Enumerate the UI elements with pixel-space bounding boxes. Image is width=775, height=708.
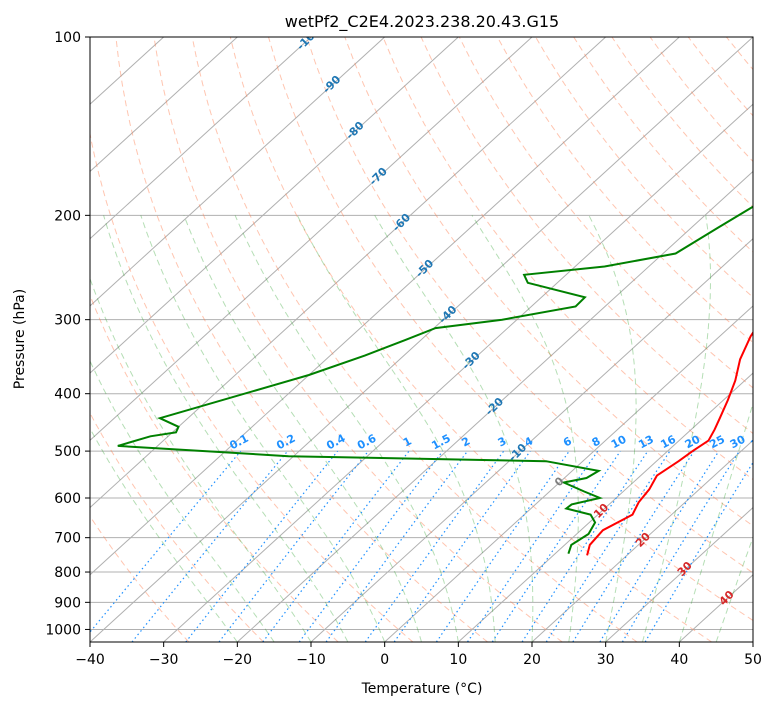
isotherm-gridline [90,37,459,374]
mixing-ratio-line [644,461,753,642]
mixing-ratio-line [466,450,599,642]
dry-adiabat [90,131,414,642]
dry-adiabat [382,37,753,481]
isotherm-gridline [90,37,238,173]
mixing-ratio-line [545,450,671,642]
x-axis-title: Temperature (°C) [361,681,483,697]
moist-adiabat [374,215,534,642]
x-axis: −40 −30 −20 −10 0 10 20 30 40 50 [75,642,762,668]
mixing-ratio-line [131,450,289,642]
dry-adiabat [90,293,339,642]
moist-adiabat [90,359,275,642]
dry-adiabat [344,37,753,527]
dry-adiabat [496,37,753,344]
temperature-profile-line [586,330,753,556]
dry-adiabat [90,515,190,642]
dry-adiabat [115,37,488,642]
moist-adiabat [642,215,711,642]
isotherm-gridline [90,37,753,642]
y-axis: 100 200 300 400 500 600 700 800 900 1000 [45,30,90,638]
y-tick-label: 400 [54,387,81,403]
plot-frame [89,36,754,643]
dry-adiabat [229,37,712,642]
x-tick-label: 40 [670,652,688,668]
isotherm-gridline [90,37,533,442]
x-tick-label: 10 [449,652,467,668]
dewpoint-profile-line [117,205,753,555]
mixing-ratio-line [572,450,695,642]
mixing-ratio-label: 16 [658,433,678,452]
moist-adiabat [296,215,496,642]
isotherm-gridline [90,37,607,509]
moist-adiabat [140,215,386,642]
x-tick-label: −40 [75,652,105,668]
moist-adiabat [588,215,637,642]
isotherm-gridline [90,37,312,240]
mixing-ratio-line [393,450,531,642]
y-tick-label: 1000 [45,622,81,638]
dry-adiabat [153,37,563,642]
y-tick-label: 600 [54,491,81,507]
moist-adiabat [234,215,459,642]
mixing-ratio-label: 36 [749,433,769,452]
moist-adiabat [471,215,579,642]
isotherm-gridline [236,170,753,642]
y-tick-label: 200 [54,208,81,224]
mixing-ratio-label: 25 [707,433,727,452]
x-tick-label: 0 [380,652,389,668]
mixing-ratio-line [435,450,570,642]
isotherm-gridline [90,37,680,576]
y-tick-label: 700 [54,531,81,547]
isotherm-gridline [605,506,753,642]
x-tick-label: −20 [223,652,253,668]
x-tick-label: 30 [597,652,615,668]
moist-adiabat [90,427,238,642]
dry-adiabat [306,37,753,574]
isotherm-gridline [310,237,753,642]
x-tick-label: 20 [523,652,541,668]
x-tick-label: 50 [744,652,762,668]
mixing-ratio-label: 10 [609,432,629,451]
y-axis-title: Pressure (hPa) [12,289,28,389]
y-tick-label: 800 [54,565,81,581]
y-tick-label: 900 [54,595,81,611]
profile-lines [117,205,753,556]
x-tick-label: −30 [149,652,179,668]
background-lines [90,37,753,642]
mixing-ratio-label: 30 [728,433,748,452]
dry-adiabat [535,37,753,298]
isotherm-gridline [457,372,753,642]
isotherm-gridline [384,305,753,642]
chart-title: wetPf2_C2E4.2023.238.20.43.G15 [285,12,559,32]
x-tick-label: −10 [296,652,326,668]
mixing-ratio-line [521,450,649,642]
mixing-ratio-line [491,450,621,642]
dry-adiabat [191,37,638,642]
mixing-ratio-line [185,450,339,642]
mixing-ratio-line [599,450,720,642]
y-tick-label: 100 [54,30,81,46]
isotherm-gridline [90,37,386,307]
mixing-ratio-label: 13 [636,433,656,452]
mixing-ratio-line [621,450,740,642]
dry-adiabat [90,412,264,642]
isotherm-gridline [163,103,753,642]
y-tick-label: 300 [54,313,81,329]
mixing-ratio-line [262,450,410,642]
moist-adiabat [90,277,312,642]
mixing-ratio-label: 20 [683,432,703,451]
y-tick-label: 500 [54,444,81,460]
isotherm-gridline [531,439,753,642]
